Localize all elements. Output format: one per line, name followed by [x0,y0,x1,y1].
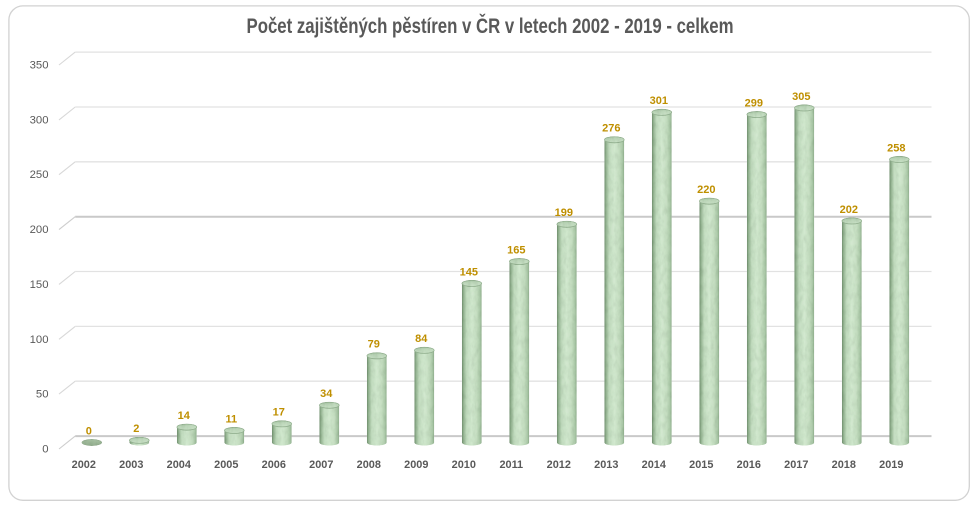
svg-text:2008: 2008 [357,459,381,471]
svg-text:276: 276 [602,123,620,135]
svg-text:299: 299 [745,97,763,109]
svg-text:202: 202 [840,204,858,216]
svg-text:14: 14 [178,410,191,422]
svg-text:2016: 2016 [737,459,761,471]
svg-text:2019: 2019 [879,459,903,471]
svg-text:305: 305 [792,91,810,103]
svg-text:2017: 2017 [784,459,808,471]
svg-text:165: 165 [507,244,525,256]
svg-text:2014: 2014 [642,459,666,471]
svg-text:2015: 2015 [689,459,713,471]
svg-text:301: 301 [650,95,668,107]
svg-text:2007: 2007 [309,459,333,471]
svg-text:2: 2 [133,423,139,435]
svg-text:2012: 2012 [547,459,571,471]
svg-text:2005: 2005 [214,459,238,471]
svg-text:50: 50 [36,389,49,401]
svg-text:79: 79 [368,339,380,351]
svg-text:11: 11 [225,413,237,425]
svg-text:100: 100 [30,334,49,346]
svg-text:2010: 2010 [452,459,476,471]
svg-text:300: 300 [30,114,49,126]
svg-text:250: 250 [30,169,49,181]
svg-text:0: 0 [42,443,48,455]
svg-text:0: 0 [86,425,92,437]
svg-text:2006: 2006 [262,459,286,471]
svg-text:34: 34 [320,388,333,400]
svg-text:2004: 2004 [167,459,191,471]
svg-text:258: 258 [887,142,905,154]
svg-text:Počet zajištěných pěstíren v Č: Počet zajištěných pěstíren v ČR v letech… [247,13,734,38]
svg-text:2003: 2003 [119,459,143,471]
svg-text:200: 200 [30,224,49,236]
svg-text:350: 350 [30,59,49,71]
svg-text:150: 150 [30,279,49,291]
svg-text:199: 199 [555,207,573,219]
svg-text:2018: 2018 [832,459,856,471]
svg-text:2013: 2013 [594,459,618,471]
svg-text:84: 84 [415,333,428,345]
svg-text:2009: 2009 [404,459,428,471]
svg-text:220: 220 [697,184,715,196]
svg-text:145: 145 [460,266,478,278]
svg-text:2011: 2011 [499,459,523,471]
svg-text:2002: 2002 [72,459,96,471]
svg-text:17: 17 [273,407,285,419]
